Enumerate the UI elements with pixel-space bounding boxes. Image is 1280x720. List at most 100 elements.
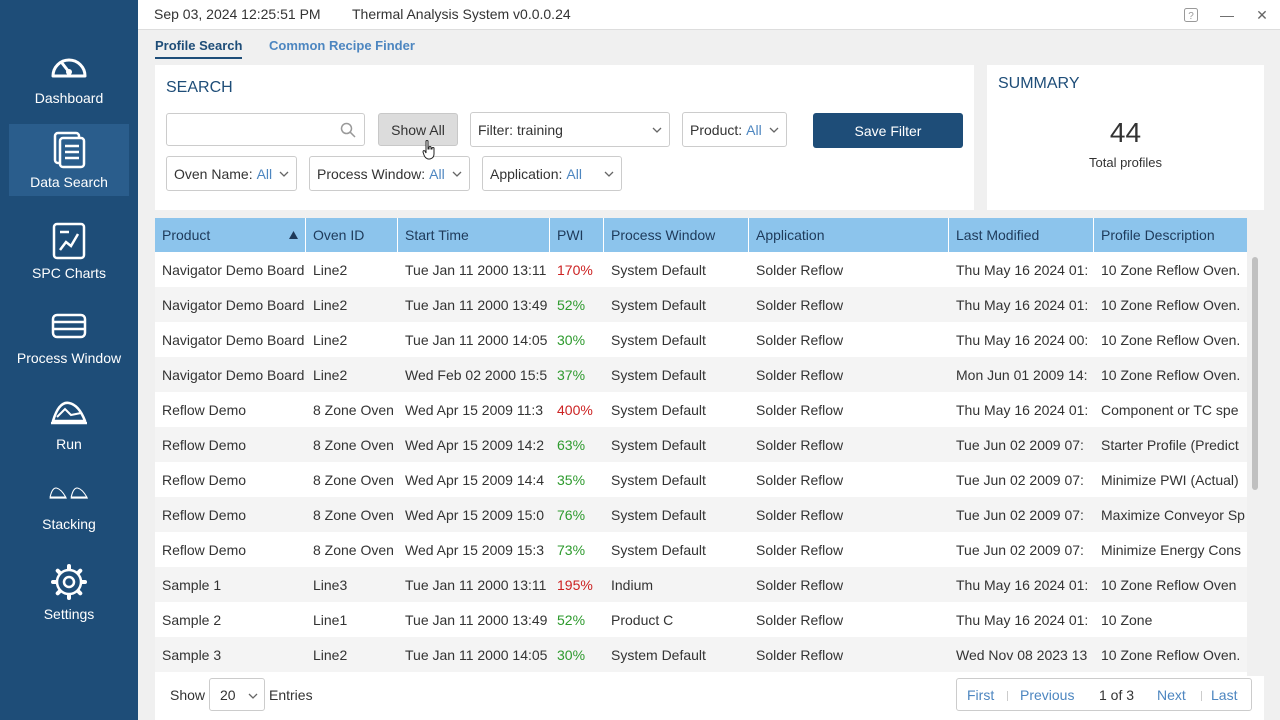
table-row[interactable]: Reflow Demo 8 Zone Oven Wed Apr 15 2009 14… [155,462,1247,497]
previous-page-link[interactable]: Previous [1020,687,1075,703]
close-button[interactable]: ✕ [1256,6,1268,23]
product-value: All [746,121,762,138]
filter-dropdown[interactable]: Filter: training [470,112,670,147]
table-row[interactable]: Navigator Demo Board Line2 Tue Jan 11 2000… [155,322,1247,357]
cell-profile-description: Minimize Energy Cons [1101,541,1242,558]
search-box[interactable] [166,113,365,146]
cell-oven-id: Line2 [313,366,348,383]
filter-value: training [517,121,563,138]
table-row[interactable]: Reflow Demo 8 Zone Oven Wed Apr 15 2009 15… [155,532,1247,567]
nav-label-spc-charts: SPC Charts [32,265,106,281]
cell-profile-description: 10 Zone Reflow Oven. [1101,261,1241,278]
cell-pwi: 63% [557,436,586,453]
cell-profile-description: 10 Zone [1101,611,1153,628]
last-page-link[interactable]: Last [1211,687,1238,703]
cell-process-window: System Default [611,261,706,278]
application-label: Application: [490,165,563,182]
entries-per-page-select[interactable]: 20 [209,678,265,711]
application-dropdown[interactable]: Application: All [482,156,622,191]
process-window-dropdown[interactable]: Process Window: All [309,156,470,191]
tab-common-recipe-finder[interactable]: Common Recipe Finder [269,38,415,53]
show-all-button[interactable]: Show All [378,113,458,146]
help-icon[interactable]: ? [1181,5,1201,25]
next-page-link[interactable]: Next [1157,687,1186,703]
table-row[interactable]: Reflow Demo 8 Zone Oven Wed Apr 15 2009 14… [155,427,1247,462]
scrollbar-thumb[interactable] [1252,257,1258,490]
product-dropdown[interactable]: Product: All [682,112,787,147]
table-row[interactable]: Navigator Demo Board Line2 Wed Feb 02 2000… [155,357,1247,392]
table-scrollbar[interactable] [1250,255,1260,677]
nav-item-spc-charts[interactable]: SPC Charts [9,215,129,287]
documents-icon [49,130,89,170]
nav-label-stacking: Stacking [42,516,96,532]
cell-profile-description: 10 Zone Reflow Oven. [1101,646,1241,663]
cell-pwi: 30% [557,331,586,348]
column-header-start-time[interactable]: Start Time [398,218,550,252]
cell-process-window: System Default [611,471,706,488]
cell-application: Solder Reflow [756,506,844,523]
column-header-last-modified[interactable]: Last Modified [949,218,1094,252]
save-filter-button[interactable]: Save Filter [813,113,963,148]
sidebar: Dashboard Data Search SPC Charts Process… [0,0,138,720]
column-header-oven-id[interactable]: Oven ID [306,218,398,252]
cell-start-time: Tue Jan 11 2000 13:11 [405,576,547,593]
cell-process-window: Indium [611,576,654,593]
cell-pwi: 76% [557,506,586,523]
cell-oven-id: 8 Zone Oven [313,541,394,558]
nav-label-process-window: Process Window [16,350,122,366]
cell-product: Navigator Demo Board [162,366,305,383]
application-value: All [566,165,582,182]
column-header-product[interactable]: Product [155,218,306,252]
nav-item-data-search[interactable]: Data Search [9,124,129,196]
summary-title: SUMMARY [998,75,1080,92]
table-row[interactable]: Sample 2 Line1 Tue Jan 11 2000 13:49 52% Pro… [155,602,1247,637]
spc-chart-icon [49,221,89,261]
cell-oven-id: 8 Zone Oven [313,506,394,523]
table-row[interactable]: Reflow Demo 8 Zone Oven Wed Apr 15 2009 11… [155,392,1247,427]
cell-application: Solder Reflow [756,331,844,348]
table-row[interactable]: Navigator Demo Board Line2 Tue Jan 11 2000… [155,252,1247,287]
nav-item-dashboard[interactable]: Dashboard [9,40,129,112]
tab-profile-search[interactable]: Profile Search [155,38,243,59]
table-row[interactable]: Navigator Demo Board Line2 Tue Jan 11 2000… [155,287,1247,322]
search-icon[interactable] [340,122,356,138]
nav-item-process-window[interactable]: Process Window [9,300,129,372]
column-header-application[interactable]: Application [749,218,949,252]
cell-pwi: 35% [557,471,586,488]
cell-last-modified: Thu May 16 2024 01: [956,401,1089,418]
cell-oven-id: 8 Zone Oven [313,471,394,488]
table-row[interactable]: Reflow Demo 8 Zone Oven Wed Apr 15 2009 15… [155,497,1247,532]
cell-last-modified: Tue Jun 02 2009 07: [956,541,1084,558]
oven-name-dropdown[interactable]: Oven Name: All [166,156,297,191]
cell-pwi: 195% [557,576,593,593]
oven-name-label: Oven Name: [174,165,253,182]
cell-last-modified: Thu May 16 2024 00: [956,331,1089,348]
column-header-profile-description[interactable]: Profile Description [1101,227,1215,243]
search-title: SEARCH [166,79,233,96]
nav-item-run[interactable]: Run [9,386,129,458]
cell-application: Solder Reflow [756,261,844,278]
cell-profile-description: 10 Zone Reflow Oven. [1101,331,1241,348]
column-header-process-window[interactable]: Process Window [604,218,749,252]
cell-start-time: Wed Apr 15 2009 11:3 [405,401,544,418]
cell-start-time: Tue Jan 11 2000 13:49 [405,296,548,313]
cell-last-modified: Thu May 16 2024 01: [956,261,1089,278]
cell-oven-id: Line2 [313,296,348,313]
cell-process-window: System Default [611,541,706,558]
minimize-button[interactable]: — [1220,7,1234,23]
search-panel: SEARCH Show All Filter: training Product… [155,65,974,210]
table-row[interactable]: Sample 3 Line2 Tue Jan 11 2000 14:05 30% Sys… [155,637,1247,672]
cell-process-window: System Default [611,506,706,523]
search-input[interactable] [173,120,333,140]
nav-label-data-search: Data Search [30,174,108,190]
cell-product: Reflow Demo [162,541,247,558]
nav-item-stacking[interactable]: Stacking [9,466,129,538]
nav-item-settings[interactable]: Settings [9,556,129,628]
first-page-link[interactable]: First [967,687,995,703]
pagination: First Previous 1 of 3 Next Last [956,678,1252,711]
table-row[interactable]: Sample 1 Line3 Tue Jan 11 2000 13:11 195% In… [155,567,1247,602]
column-header-pwi[interactable]: PWI [550,218,604,252]
cell-process-window: System Default [611,366,706,383]
gear-icon [49,562,89,602]
profiles-table: Product Oven ID Start Time PWI Process W… [155,218,1247,676]
